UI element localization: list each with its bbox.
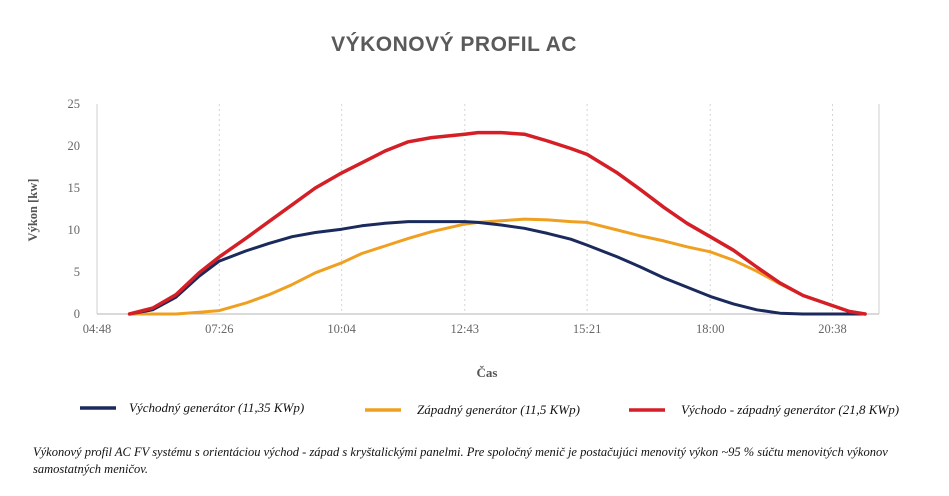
grid — [96, 104, 880, 315]
x-tick-label: 15:21 — [573, 322, 601, 336]
x-tick-label: 20:38 — [818, 322, 846, 336]
series-layer — [127, 130, 867, 316]
y-tick-label: 25 — [68, 97, 81, 111]
y-tick-label: 0 — [74, 307, 80, 321]
legend-label-west: Západný generátor (11,5 KWp) — [417, 402, 580, 417]
chart-caption: Výkonový profil AC FV systému s orientác… — [33, 445, 888, 476]
legend-label-east: Východný generátor (11,35 KWp) — [129, 400, 304, 415]
series-line-0 — [128, 220, 867, 316]
x-axis-ticks: 04:48 07:26 10:04 12:43 15:21 18:00 20:38 — [83, 322, 847, 336]
x-tick-label: 07:26 — [205, 322, 233, 336]
y-tick-label: 20 — [68, 139, 81, 153]
series-line-1 — [128, 217, 867, 316]
x-axis-label: Čas — [477, 365, 498, 380]
x-tick-label: 04:48 — [83, 322, 111, 336]
y-tick-label: 15 — [68, 181, 81, 195]
series-line-2 — [127, 130, 867, 316]
x-tick-label: 10:04 — [327, 322, 356, 336]
legend-label-eastwest: Východo - západný generátor (21,8 KWp) — [681, 402, 899, 417]
y-axis-ticks: 0 5 10 15 20 25 — [68, 97, 81, 321]
x-tick-label: 12:43 — [451, 322, 479, 336]
chart-title: VÝKONOVÝ PROFIL AC — [331, 32, 577, 56]
legend: Východný generátor (11,35 KWp) Západný g… — [80, 400, 899, 417]
y-axis-label: Výkon [kw] — [26, 179, 40, 242]
y-tick-label: 5 — [74, 265, 80, 279]
x-tick-label: 18:00 — [696, 322, 724, 336]
y-tick-label: 10 — [68, 223, 81, 237]
